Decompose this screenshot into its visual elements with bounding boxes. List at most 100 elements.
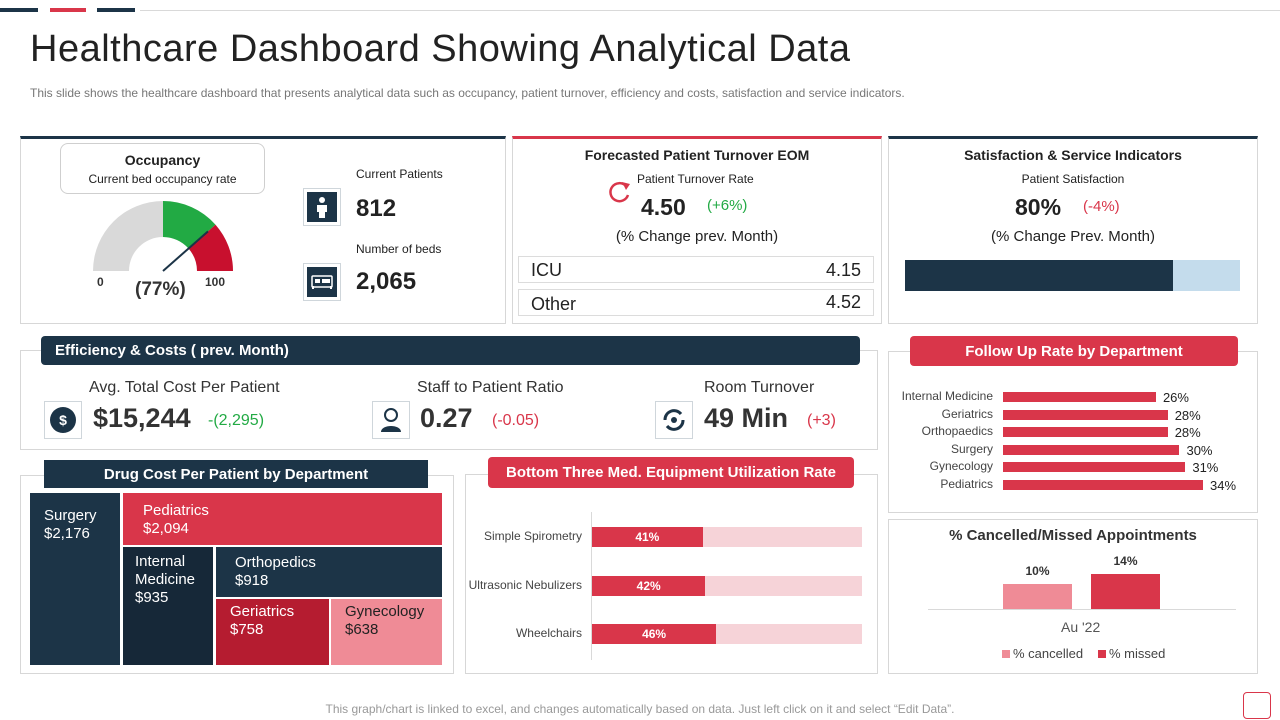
treemap-cell-name: Surgery xyxy=(44,507,97,524)
follow-up-category-label: Surgery xyxy=(950,441,993,456)
current-patients-label: Current Patients xyxy=(356,167,443,181)
treemap-cell-surgery: Surgery $2,176 xyxy=(30,493,120,665)
treemap-cell-orthopedics: Orthopedics $918 xyxy=(216,547,442,597)
equipment-panel xyxy=(465,474,878,674)
turnover-change-note: (% Change prev. Month) xyxy=(615,228,779,245)
staff-icon xyxy=(381,408,401,432)
treemap-cell-name: Orthopedics xyxy=(235,554,316,571)
equipment-category-label: Wheelchairs xyxy=(515,626,582,640)
legend-swatch-missed xyxy=(1098,650,1106,658)
equipment-category-label: Ultrasonic Nebulizers xyxy=(468,577,582,592)
follow-up-value-label: 28% xyxy=(1174,425,1201,441)
cancelled-bar-label: 10% xyxy=(1025,564,1050,578)
turnover-row-label: Other xyxy=(531,294,577,314)
treemap-cell-name: Gynecology xyxy=(345,603,425,620)
turnover-title: Forecasted Patient Turnover EOM xyxy=(584,147,810,163)
efficiency-label-room: Room Turnover xyxy=(704,379,815,396)
refresh-icon xyxy=(609,181,630,203)
satisfaction-value: 80% xyxy=(1015,194,1062,220)
turnover-row-other: Other 4.52 xyxy=(518,289,874,316)
top-accent-bar-3 xyxy=(97,8,135,12)
top-accent-bar-1 xyxy=(0,8,38,12)
legend-label-cancelled: % cancelled xyxy=(1013,646,1084,661)
treemap-cell-value: $758 xyxy=(230,621,264,638)
turnover-rate-label: Patient Turnover Rate xyxy=(637,172,754,186)
top-rule xyxy=(140,10,1280,11)
turnover-row-label: ICU xyxy=(531,260,562,280)
turnover-rate-change: (+6%) xyxy=(707,197,748,214)
efficiency-value-ratio: 0.27 xyxy=(420,403,473,433)
follow-up-category-label: Gynecology xyxy=(929,459,993,474)
follow-up-value-label: 30% xyxy=(1186,442,1213,458)
follow-up-bar xyxy=(1003,480,1203,490)
room-icon-box xyxy=(655,401,693,439)
staff-icon-box xyxy=(372,401,410,439)
treemap-cell-internal-medicine: Internal Medicine $935 xyxy=(123,547,213,665)
cancelled-panel xyxy=(888,519,1258,674)
follow-up-header: Follow Up Rate by Department xyxy=(910,336,1238,366)
current-patients-value: 812 xyxy=(356,195,397,222)
follow-up-category-label: Orthopaedics xyxy=(921,424,993,439)
efficiency-label-cost: Avg. Total Cost Per Patient xyxy=(89,379,280,396)
satisfaction-label: Patient Satisfaction xyxy=(1021,172,1125,186)
treemap-cell-name: Geriatrics xyxy=(230,603,295,620)
bed-icon xyxy=(307,267,337,297)
treemap-cell-value: $935 xyxy=(135,589,169,606)
cancelled-title: % Cancelled/Missed Appointments xyxy=(949,527,1197,544)
beds-label: Number of beds xyxy=(356,242,442,256)
turnover-row-value: 4.52 xyxy=(825,292,861,312)
gauge-max-label: 100 xyxy=(205,275,226,289)
turnover-row-icu: ICU 4.15 xyxy=(518,256,874,283)
legend-swatch-cancelled xyxy=(1002,650,1010,658)
equipment-title: Bottom Three Med. Equipment Utilization … xyxy=(505,464,836,481)
satisfaction-change: (-4%) xyxy=(1083,198,1120,215)
follow-up-bar xyxy=(1003,444,1180,455)
gauge-value: (77%) xyxy=(135,279,186,300)
turnover-row-value: 4.15 xyxy=(825,260,861,280)
cycle-icon xyxy=(663,409,685,431)
efficiency-change-ratio: (-0.05) xyxy=(492,412,540,429)
top-accent-bar-2 xyxy=(50,8,86,12)
turnover-panel xyxy=(512,136,882,324)
satisfaction-title: Satisfaction & Service Indicators xyxy=(964,147,1182,163)
efficiency-title: Efficiency & Costs ( prev. Month) xyxy=(55,342,289,359)
cancelled-category-label: Au '22 xyxy=(1061,619,1101,635)
occupancy-title: Occupancy xyxy=(124,152,201,168)
follow-up-value-label: 34% xyxy=(1210,478,1237,493)
satisfaction-bar-fill xyxy=(905,260,1173,291)
treemap-cell-geriatrics: Geriatrics $758 xyxy=(216,599,329,665)
efficiency-panel xyxy=(20,350,878,450)
cancelled-bar-label: 14% xyxy=(1113,554,1138,568)
cost-icon-box: $ xyxy=(44,401,82,439)
efficiency-change-room: (+3) xyxy=(807,412,836,429)
equipment-category-label: Simple Spirometry xyxy=(483,529,582,543)
satisfaction-change-note: (% Change Prev. Month) xyxy=(991,228,1155,245)
treemap-cell-value: $2,176 xyxy=(44,525,90,542)
corner-frame-icon[interactable] xyxy=(1243,692,1271,719)
gauge-needle xyxy=(162,230,209,272)
dollar-icon: $ xyxy=(50,407,76,433)
occupancy-gauge xyxy=(93,201,233,272)
treemap-cell-name: Internal Medicine xyxy=(135,553,196,588)
footer-note: This graph/chart is linked to excel, and… xyxy=(325,702,955,716)
equipment-header: Bottom Three Med. Equipment Utilization … xyxy=(488,457,854,488)
efficiency-value-room: 49 Min xyxy=(704,403,789,433)
follow-up-value-label: 31% xyxy=(1192,460,1219,476)
patient-icon-box xyxy=(303,188,341,226)
occupancy-title-box xyxy=(60,143,265,194)
equipment-bar: 46% xyxy=(592,624,717,644)
treemap-cell-value: $2,094 xyxy=(143,520,189,537)
follow-up-bar xyxy=(1003,462,1186,473)
legend-label-missed: % missed xyxy=(1109,646,1166,661)
drug-cost-title: Drug Cost Per Patient by Department xyxy=(103,465,369,483)
occupancy-panel xyxy=(20,136,506,324)
turnover-rate-value: 4.50 xyxy=(641,194,686,220)
follow-up-bar xyxy=(1003,392,1156,402)
follow-up-bar xyxy=(1003,409,1168,420)
equipment-bar: 42% xyxy=(592,575,706,596)
treemap-cell-name: Pediatrics xyxy=(143,502,209,519)
gauge-min-label: 0 xyxy=(97,275,104,289)
cancelled-bar xyxy=(1091,574,1160,609)
follow-up-bar xyxy=(1003,427,1168,438)
equipment-axis-line xyxy=(591,512,592,660)
